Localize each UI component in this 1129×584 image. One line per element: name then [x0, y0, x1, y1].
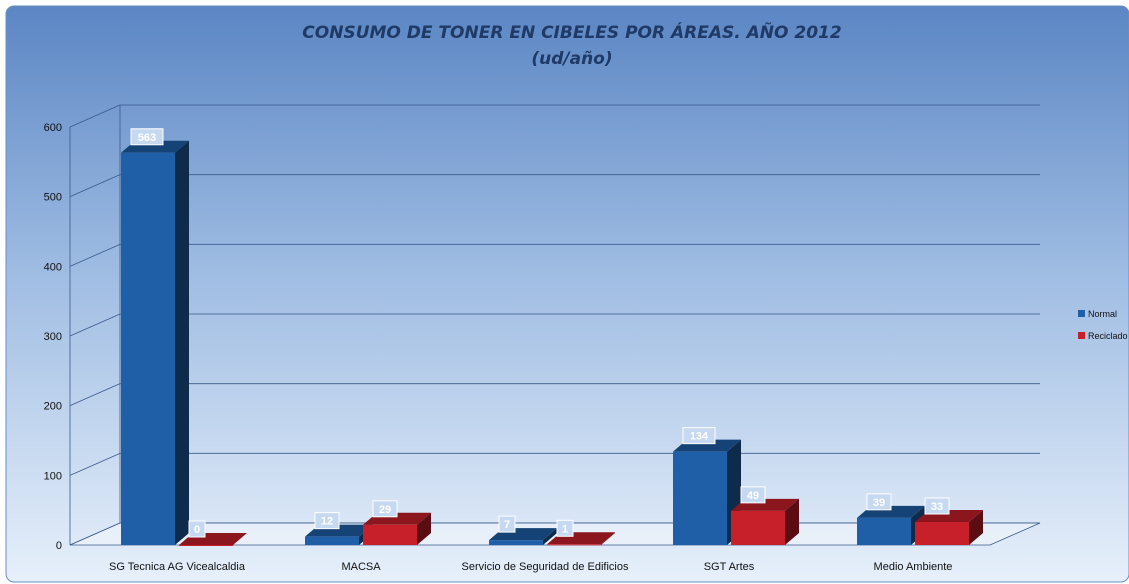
- bar: [121, 152, 175, 545]
- gridline-side: [69, 174, 121, 198]
- x-tick-label: SGT Artes: [704, 561, 755, 573]
- data-label-box: [556, 519, 574, 537]
- gridline-side: [69, 243, 121, 267]
- data-label: 29: [379, 504, 391, 516]
- bar: [673, 451, 727, 545]
- data-label-box: [498, 515, 516, 533]
- gridline-side: [69, 452, 121, 476]
- bar: [857, 517, 911, 545]
- label-layer: 563 0 12 29 7 1 134 49 39 33: [130, 128, 950, 538]
- y-tick-label: 0: [56, 540, 62, 552]
- bar-side: [175, 140, 189, 545]
- gridline-side: [69, 383, 121, 407]
- bar-side: [417, 512, 431, 545]
- bar: [489, 540, 543, 545]
- legend-swatch: [1078, 332, 1085, 339]
- bar-side: [601, 532, 615, 545]
- bar-side: [785, 498, 799, 545]
- data-label: 39: [873, 497, 885, 509]
- x-tick-label: SG Tecnica AG Vicealcaldia: [109, 561, 246, 573]
- bar: [305, 536, 359, 545]
- data-label: 563: [138, 132, 156, 144]
- bar: [915, 522, 969, 545]
- y-tick-label: 400: [44, 261, 62, 273]
- data-label-box: [314, 512, 340, 530]
- data-label-box: [372, 500, 398, 518]
- y-tick-label: 500: [44, 192, 62, 204]
- chart-subtitle: (ud/año): [531, 49, 612, 69]
- data-label: 33: [931, 501, 943, 513]
- legend-label: Reciclado: [1088, 331, 1128, 341]
- y-tick-label: 300: [44, 331, 62, 343]
- bar-side: [543, 528, 557, 545]
- bar: [547, 544, 601, 546]
- data-label: 7: [504, 519, 510, 531]
- gridline-side: [69, 313, 121, 337]
- data-label-box: [130, 128, 164, 146]
- gridline-side: [69, 104, 121, 128]
- y-tick-label: 200: [44, 401, 62, 413]
- data-label-box: [866, 493, 892, 511]
- x-tick-label: Servicio de Seguridad de Edificios: [462, 561, 629, 573]
- data-label: 12: [321, 516, 333, 528]
- bar-side: [969, 510, 983, 545]
- data-label-box: [924, 497, 950, 515]
- data-label: 1: [562, 523, 568, 535]
- data-label: 134: [690, 431, 709, 443]
- y-tick-label: 100: [44, 470, 62, 482]
- bar: [179, 545, 233, 546]
- bar: [363, 524, 417, 545]
- x-tick-label: MACSA: [341, 561, 381, 573]
- data-label-box: [188, 520, 206, 538]
- data-label: 0: [194, 524, 200, 536]
- legend: Normal Reciclado: [1078, 309, 1128, 341]
- chart-title: CONSUMO DE TONER EN CIBELES POR ÁREAS. A…: [302, 20, 841, 43]
- legend-label: Normal: [1088, 309, 1117, 319]
- data-label: 49: [747, 490, 759, 502]
- data-label-box: [740, 486, 766, 504]
- x-tick-label: Medio Ambiente: [874, 561, 953, 573]
- data-label-box: [682, 427, 716, 445]
- legend-swatch: [1078, 310, 1085, 317]
- chart-background: [5, 5, 1129, 583]
- y-tick-label: 600: [44, 122, 62, 134]
- bar: [731, 510, 785, 545]
